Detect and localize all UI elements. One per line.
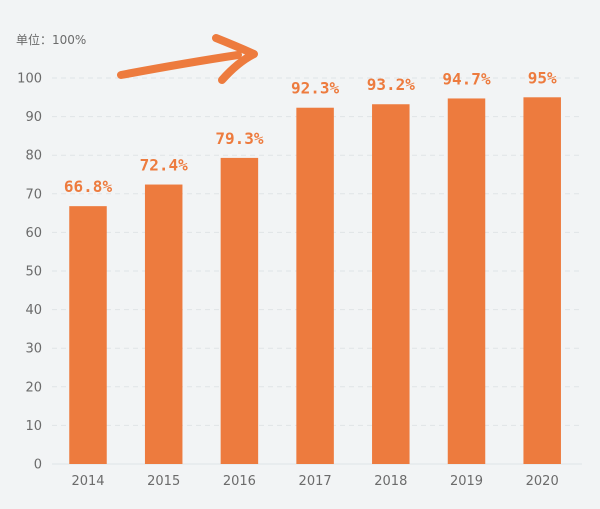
y-tick-label: 50 (25, 265, 42, 280)
x-tick-label: 2014 (71, 474, 104, 489)
bar-value-label: 72.4% (140, 156, 189, 175)
x-tick-label: 2016 (223, 474, 256, 489)
y-tick-label: 20 (25, 380, 42, 395)
y-tick-label: 80 (25, 149, 42, 164)
bar-value-label: 95% (528, 68, 557, 87)
trend-up-arrow-icon (117, 34, 258, 84)
bar (523, 97, 561, 465)
bar-value-label: 93.2% (367, 75, 416, 94)
x-tick-label: 2017 (299, 474, 332, 489)
bar-value-label: 66.8% (64, 177, 113, 196)
x-tick-label: 2020 (526, 474, 559, 489)
bar (372, 104, 410, 465)
x-tick-label: 2018 (374, 474, 407, 489)
bars (69, 97, 561, 465)
bar (220, 157, 259, 465)
bar (296, 107, 334, 465)
arrow-head (212, 34, 258, 84)
unit-label: 单位：100% (16, 33, 87, 47)
y-tick-label: 30 (25, 342, 42, 357)
bar (447, 98, 486, 464)
y-tick-label: 100 (17, 72, 42, 87)
x-axis-ticks: 2014 2015 2016 2017 2018 2019 2020 (71, 474, 558, 489)
y-tick-label: 10 (25, 419, 42, 434)
value-labels: 66.8% 72.4% 79.3% 92.3% 93.2% 94.7% 95% (64, 68, 557, 196)
y-tick-label: 60 (25, 226, 42, 241)
y-axis-ticks: 0 10 20 30 40 50 60 70 80 90 100 (17, 72, 42, 473)
x-tick-label: 2015 (147, 474, 180, 489)
y-tick-label: 90 (25, 110, 42, 125)
y-tick-label: 0 (34, 458, 42, 473)
y-tick-label: 70 (25, 187, 42, 202)
arrow-shaft (117, 51, 242, 79)
bar-value-label: 92.3% (291, 79, 340, 98)
y-tick-label: 40 (25, 303, 42, 318)
bar-value-label: 79.3% (215, 129, 264, 148)
x-tick-label: 2019 (450, 474, 483, 489)
bar (144, 184, 183, 464)
bar (69, 206, 107, 465)
bar-value-label: 94.7% (442, 69, 491, 88)
